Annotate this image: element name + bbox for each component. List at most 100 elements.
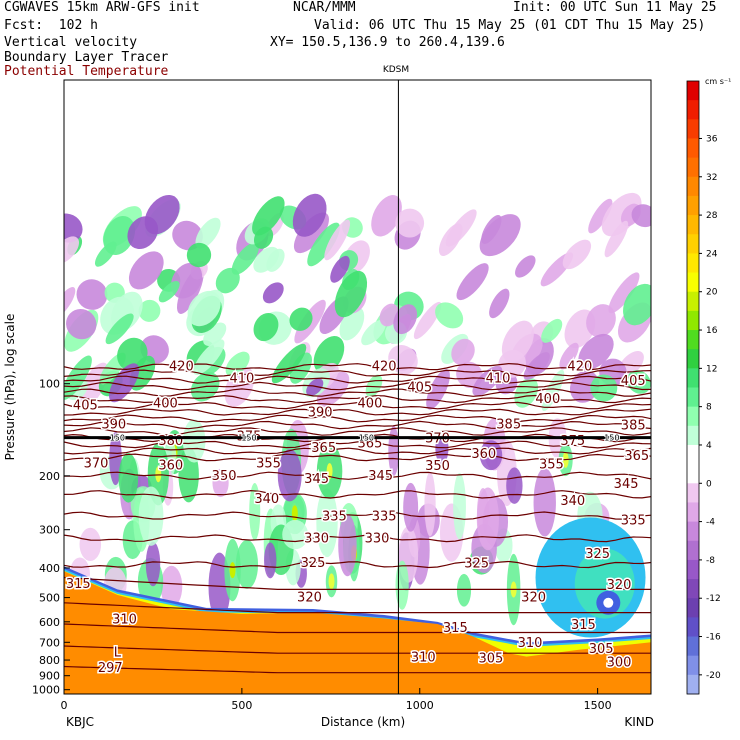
vv-cell [590, 374, 618, 402]
vv-cell [128, 251, 164, 290]
colorbar-swatch [687, 636, 699, 657]
cross-section-xy: XY= 150.5,136.9 to 260.4,139.6 [270, 35, 505, 50]
vv-cell [182, 419, 206, 463]
vv-cell [578, 333, 614, 370]
model-title: CGWAVES 15km ARW-GFS init [4, 0, 200, 15]
theta-label: 310 [112, 613, 137, 628]
vv-cell [160, 565, 183, 608]
colorbar-swatch [687, 100, 699, 120]
tracer-plume [603, 597, 614, 608]
colorbar-swatch [687, 559, 699, 580]
theta-label: 315 [66, 577, 91, 592]
theta-contour [64, 665, 651, 674]
vv-cell [262, 282, 284, 304]
theta-label: 360 [158, 458, 183, 473]
y-tick-label: 500 [39, 592, 60, 605]
vv-cell [570, 370, 600, 403]
colorbar-swatch [687, 81, 699, 101]
vv-cell [506, 467, 523, 504]
colorbar-swatch [687, 444, 699, 465]
vv-cell [413, 301, 442, 340]
colorbar-tick-label: 0 [706, 479, 712, 489]
colorbar-swatch [687, 425, 699, 446]
theta-label: 390 [101, 418, 126, 433]
vv-cell [306, 378, 324, 396]
vv-cell [145, 541, 161, 587]
valid-time: Valid: 06 UTC Thu 15 May 25 (01 CDT Thu … [314, 18, 706, 33]
colorbar-swatch [687, 540, 699, 561]
theta-label: 300 [607, 656, 632, 671]
y-tick-label: 600 [39, 616, 60, 629]
theta-contour [64, 414, 651, 423]
theta-contour [64, 623, 651, 634]
theta-label: 345 [304, 472, 329, 487]
vv-cell [187, 290, 221, 327]
theta-label: 420 [372, 360, 397, 375]
vv-cell [435, 432, 449, 465]
vv-cell [501, 320, 534, 363]
vv-cell [456, 263, 489, 301]
theta-label: 320 [521, 591, 546, 606]
theta-contour [64, 401, 651, 410]
vv-cell [253, 226, 274, 249]
theta-label: 355 [256, 456, 281, 471]
colorbar-tick-label: 8 [706, 403, 712, 413]
vv-cell [253, 313, 279, 342]
colorbar-tick-label: 4 [706, 441, 712, 451]
vv-cell [604, 220, 629, 258]
colorbar-swatch [687, 521, 699, 542]
y-tick-label: 1000 [32, 684, 60, 697]
x-tick-label: 1500 [584, 699, 612, 712]
vv-cell [338, 514, 357, 577]
vv-cell [476, 487, 499, 551]
vv-cell [292, 193, 327, 237]
vv-cell [203, 322, 227, 346]
y-tick-label: 800 [39, 654, 60, 667]
vv-cell [453, 473, 466, 540]
theta-label: 350 [425, 459, 450, 474]
theta-label: 320 [297, 591, 322, 606]
theta-label: 330 [304, 531, 329, 546]
colorbar-swatch [687, 176, 699, 197]
vv-cell [64, 213, 83, 243]
theta-contour [64, 602, 651, 614]
vv-core [328, 573, 335, 590]
colorbar-frame [686, 80, 700, 695]
y-tick-label: 700 [39, 636, 60, 649]
tropopause-label: 150 [110, 434, 125, 443]
colorbar-tick-label: 24 [706, 249, 718, 259]
marker-station-label: KDSM [383, 65, 409, 75]
vv-cell [393, 304, 418, 335]
tropopause-label: 150 [241, 434, 256, 443]
theta-label: 385 [621, 419, 646, 434]
vv-cell [266, 248, 285, 272]
theta-label: 360 [471, 447, 496, 462]
theta-label: 365 [358, 437, 383, 452]
colorbar-swatch [687, 138, 699, 159]
theta-contour [64, 375, 651, 384]
y-tick-label: 200 [39, 470, 60, 483]
colorbar-swatch [687, 195, 699, 216]
colorbar-swatch [687, 330, 699, 350]
tropopause-line: 150 150 150 150 [64, 433, 651, 444]
vv-cell [271, 343, 307, 384]
field-potential-temperature: Potential Temperature [4, 64, 169, 79]
init-time: Init: 00 UTC Sun 11 May 25 [513, 0, 717, 15]
vv-cell [215, 267, 240, 294]
vv-cell [456, 573, 472, 607]
vv-core [291, 505, 298, 522]
vv-cell [481, 214, 502, 244]
vv-cell [158, 280, 180, 303]
vv-cell [559, 342, 579, 370]
forecast-hour: Fcst: 102 h [4, 18, 98, 33]
colorbar-tick-label: 12 [706, 364, 717, 374]
colorbar-swatch [687, 617, 699, 638]
vv-cell [105, 313, 134, 345]
colorbar-swatch [687, 349, 699, 369]
vv-cell [171, 262, 203, 299]
colorbar-swatch [687, 310, 699, 331]
theta-label: 340 [254, 492, 279, 507]
field-vertical-velocity: Vertical velocity [4, 35, 138, 50]
y-tick-label: 400 [39, 562, 60, 575]
vv-cell [533, 467, 556, 537]
